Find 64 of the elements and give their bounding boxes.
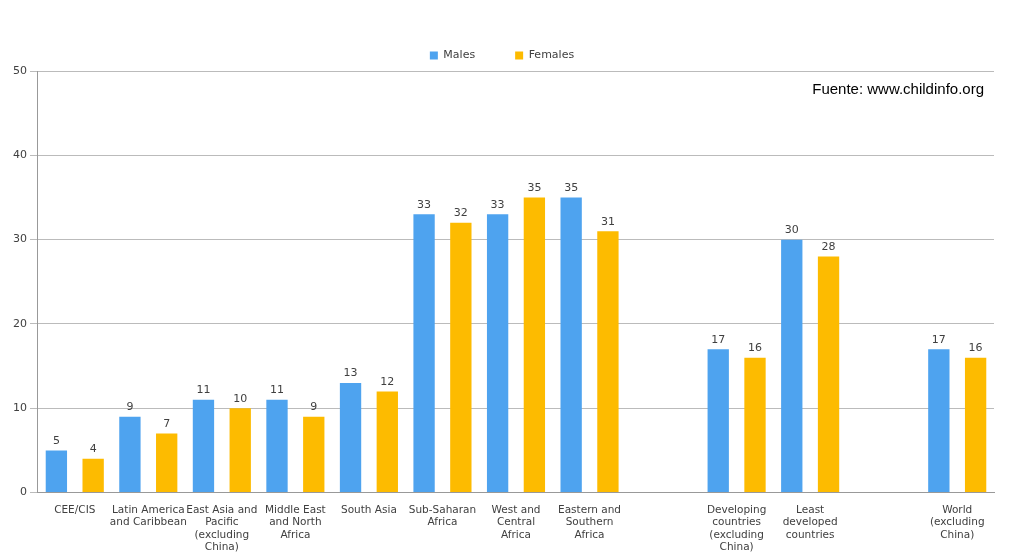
legend-label: Males	[443, 48, 476, 62]
bar	[597, 231, 619, 493]
bar	[560, 197, 582, 493]
bar	[413, 214, 435, 493]
bar	[523, 197, 546, 493]
data-label: 9	[126, 400, 134, 414]
data-label: 13	[343, 366, 358, 380]
x-tick-label: West and Central Africa	[491, 502, 541, 540]
bar	[156, 433, 178, 493]
bar	[229, 408, 251, 493]
y-tick-label: 30	[13, 232, 27, 246]
y-tick-label: 50	[13, 63, 27, 77]
y-tick-label: 20	[13, 316, 27, 330]
x-tick-label: Eastern and Southern Africa	[558, 502, 622, 540]
data-label: 11	[196, 383, 211, 397]
data-label: 30	[784, 223, 799, 236]
data-label: 17	[931, 332, 946, 346]
bar	[119, 416, 141, 493]
data-label: 5	[52, 433, 60, 447]
data-label: 17	[711, 332, 726, 346]
bar	[928, 349, 950, 493]
bar	[817, 256, 840, 493]
data-label: 16	[748, 341, 762, 355]
annotation: Fuente: www.childinfo.org	[812, 80, 984, 98]
data-label: 35	[527, 180, 542, 194]
bar	[192, 399, 215, 493]
bar	[450, 222, 472, 493]
data-label: 31	[600, 214, 615, 228]
bar	[339, 382, 362, 493]
bar	[744, 357, 766, 493]
bar	[82, 458, 104, 493]
data-label: 11	[270, 383, 284, 397]
data-label: 32	[453, 206, 468, 220]
y-tick-label: 10	[13, 401, 27, 415]
data-label: 4	[89, 442, 97, 456]
x-tick-label: CEE/CIS	[54, 502, 96, 515]
bar	[45, 450, 68, 493]
bar	[707, 349, 729, 493]
data-label: 28	[821, 239, 836, 253]
bar	[376, 391, 398, 493]
data-label: 33	[417, 197, 432, 211]
bar	[964, 357, 987, 493]
x-tick-label: Middle East and North Africa	[265, 502, 326, 540]
x-tick-label: Least developed countries	[782, 502, 838, 540]
data-label: 16	[968, 341, 983, 355]
bar	[266, 399, 288, 493]
data-label: 9	[310, 400, 318, 414]
x-tick-label: East Asia and Pacific (excluding China)	[186, 502, 258, 553]
bar	[303, 416, 325, 493]
legend-label: Females	[528, 48, 575, 62]
data-label: 33	[490, 197, 505, 211]
x-tick-label: Developing countries (excluding China)	[706, 502, 767, 553]
x-tick-label: Sub-Saharan Africa	[408, 502, 477, 528]
data-label: 12	[380, 374, 395, 388]
x-tick-label: World (excluding China)	[929, 502, 985, 540]
bar	[486, 214, 509, 493]
data-label: 7	[163, 416, 171, 430]
data-label: 35	[564, 180, 579, 194]
bar	[781, 239, 803, 493]
x-tick-label: South Asia	[340, 502, 397, 515]
data-label: 10	[233, 391, 248, 405]
y-tick-label: 0	[20, 485, 27, 499]
y-tick-label: 40	[13, 148, 27, 162]
x-tick-label: Latin America and Caribbean	[109, 502, 187, 528]
